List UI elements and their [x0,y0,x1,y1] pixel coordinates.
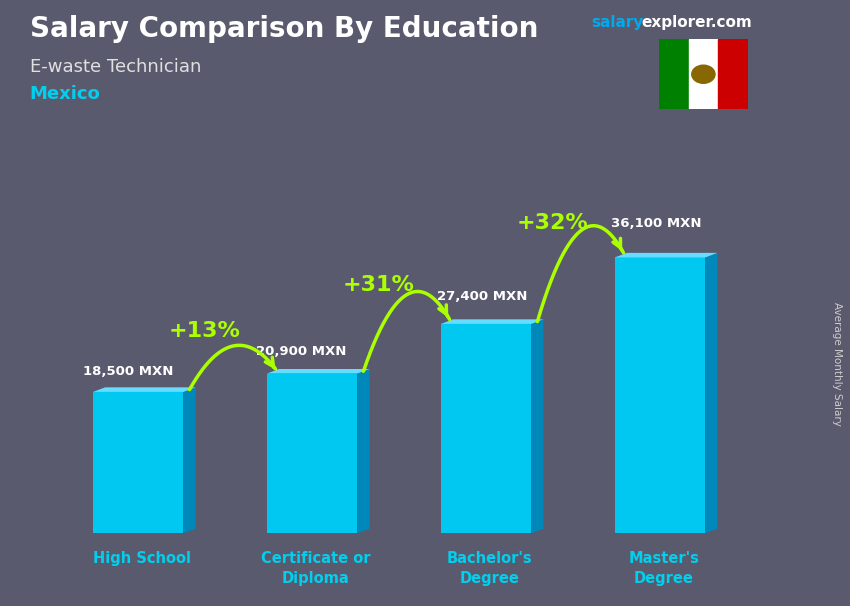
Polygon shape [93,392,184,533]
Polygon shape [267,373,357,533]
Circle shape [692,65,715,83]
Text: Certificate or
Diploma: Certificate or Diploma [261,551,371,585]
Polygon shape [706,253,717,533]
Text: High School: High School [93,551,191,566]
Text: explorer.com: explorer.com [642,15,752,30]
Text: Mexico: Mexico [30,85,100,103]
Polygon shape [357,369,370,533]
Polygon shape [441,324,531,533]
Polygon shape [531,319,543,533]
Polygon shape [93,387,196,392]
Text: 20,900 MXN: 20,900 MXN [257,345,347,358]
Text: E-waste Technician: E-waste Technician [30,58,201,76]
Text: +31%: +31% [343,275,415,295]
Text: 36,100 MXN: 36,100 MXN [611,217,702,230]
Text: Bachelor's
Degree: Bachelor's Degree [447,551,533,585]
Polygon shape [615,258,706,533]
Text: +13%: +13% [169,321,241,341]
Text: Master's
Degree: Master's Degree [628,551,700,585]
Polygon shape [184,387,196,533]
Polygon shape [441,319,543,324]
Text: Salary Comparison By Education: Salary Comparison By Education [30,15,538,43]
Text: salary: salary [591,15,643,30]
Text: 18,500 MXN: 18,500 MXN [82,365,173,378]
Bar [718,39,748,109]
Text: +32%: +32% [517,213,588,233]
Bar [688,39,718,109]
Polygon shape [615,253,717,258]
Text: 27,400 MXN: 27,400 MXN [438,290,528,303]
Text: Average Monthly Salary: Average Monthly Salary [832,302,842,425]
Bar [659,39,688,109]
Polygon shape [267,369,370,373]
